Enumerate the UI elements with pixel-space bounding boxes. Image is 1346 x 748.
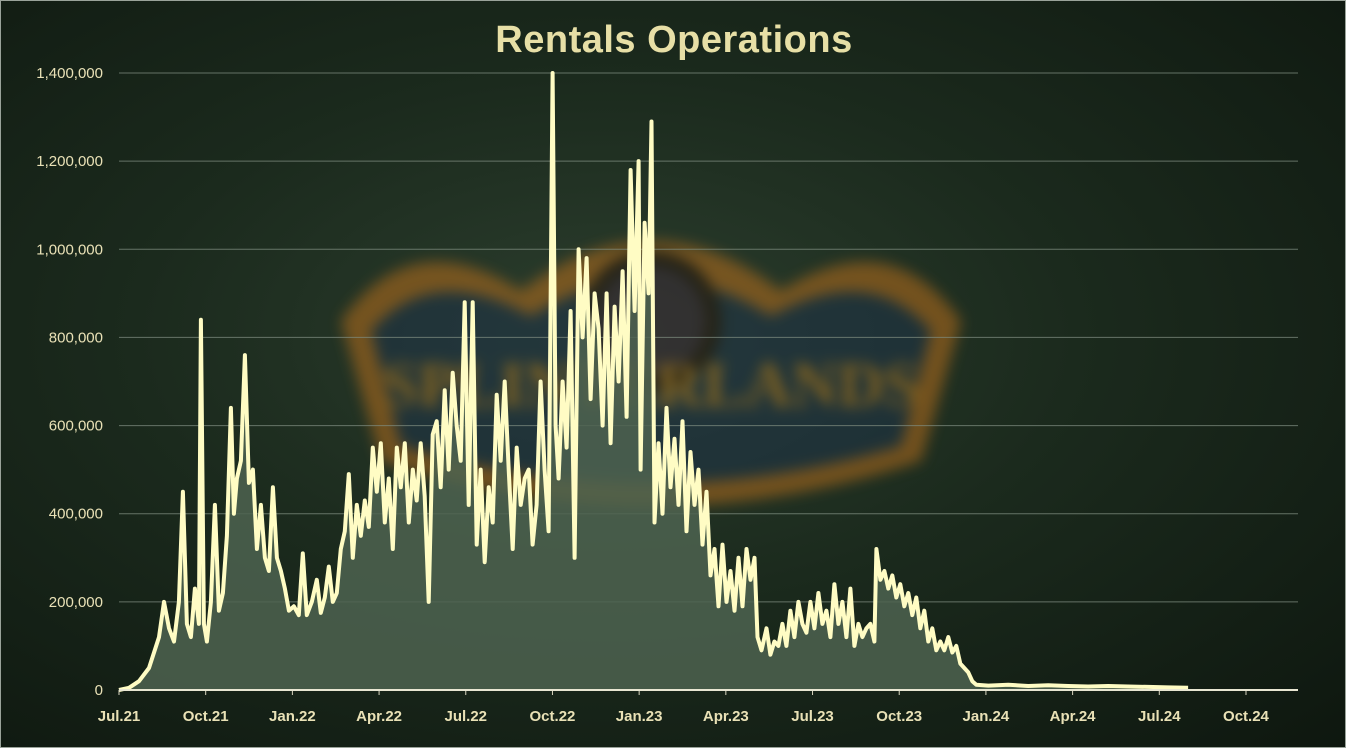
series-area-fill (119, 73, 1189, 690)
x-tick-label: Jul.23 (791, 708, 834, 725)
x-tick-label: Jan.23 (616, 708, 663, 725)
y-tick-label: 800,000 (49, 329, 103, 346)
y-tick-label: 400,000 (49, 506, 103, 523)
x-tick-label: Oct.21 (183, 708, 229, 725)
y-axis: 0 200,000 400,000 600,000 800,000 1,000,000 1,… (36, 65, 103, 699)
chart-title: Rentals Operations (495, 19, 853, 61)
x-axis: Jul.21 Oct.21 Jan.22 Apr.22 Jul.22 Oct.22 Jan.… (98, 690, 1270, 725)
x-tick-label: Apr.22 (356, 708, 402, 725)
y-tick-label: 1,200,000 (36, 153, 103, 170)
y-tick-label: 1,000,000 (36, 241, 103, 258)
y-tick-label: 200,000 (49, 594, 103, 611)
x-tick-label: Jul.21 (98, 708, 141, 725)
x-tick-label: Jul.22 (444, 708, 487, 725)
y-tick-label: 1,400,000 (36, 65, 103, 82)
x-tick-label: Oct.24 (1223, 708, 1270, 725)
x-tick-label: Oct.22 (530, 708, 576, 725)
x-tick-label: Jul.24 (1138, 708, 1181, 725)
x-tick-label: Jan.22 (269, 708, 316, 725)
series-line (118, 71, 1189, 692)
y-tick-label: 0 (95, 682, 103, 699)
y-tick-label: 600,000 (49, 418, 103, 435)
x-tick-label: Apr.23 (703, 708, 749, 725)
x-tick-label: Apr.24 (1050, 708, 1097, 725)
x-tick-label: Jan.24 (963, 708, 1010, 725)
x-tick-label: Oct.23 (876, 708, 922, 725)
